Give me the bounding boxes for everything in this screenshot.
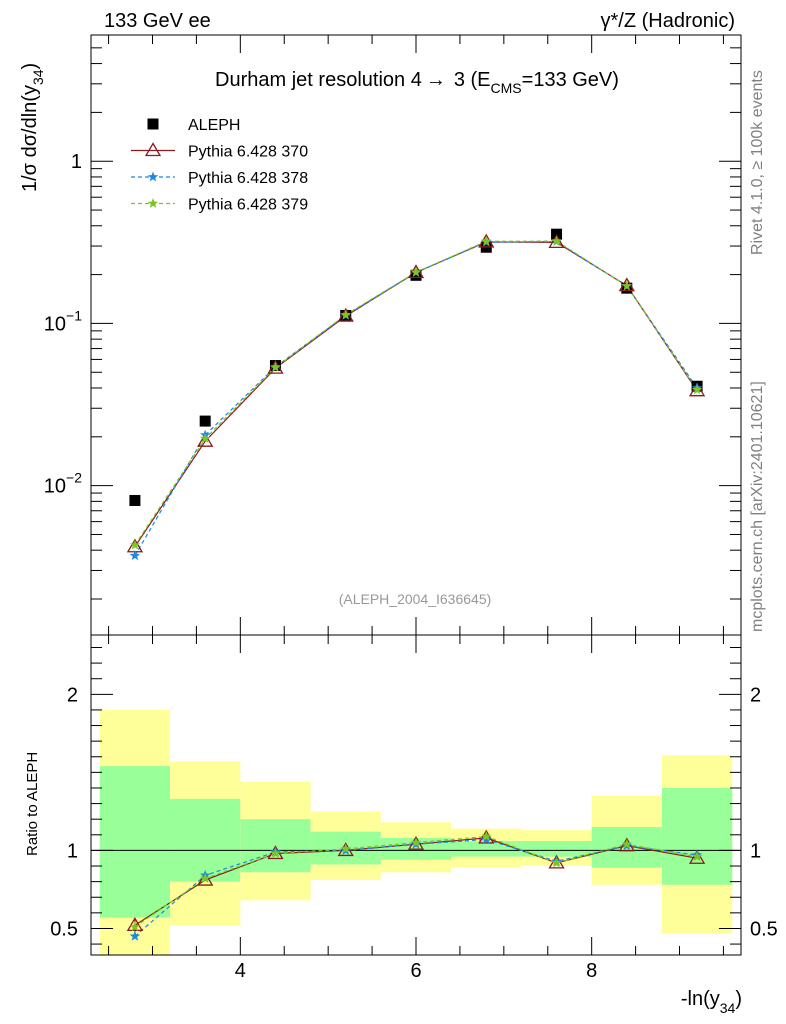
legend-label: Pythia 6.428 370 bbox=[188, 144, 308, 161]
header-left: 133 GeV ee bbox=[104, 10, 211, 32]
main-point-aleph bbox=[199, 415, 211, 427]
legend-label: ALEPH bbox=[188, 117, 240, 134]
legend-label: Pythia 6.428 379 bbox=[188, 197, 308, 214]
green-band-0 bbox=[99, 766, 171, 918]
main-point-pythia-6-428-378 bbox=[129, 550, 141, 561]
main-title: Durham jet resolution 4 → 3 (ECMS=133 GeV) bbox=[215, 69, 619, 96]
main-point-pythia-6-428-379 bbox=[481, 235, 492, 246]
green-band-5 bbox=[451, 841, 522, 857]
main-point-aleph bbox=[129, 494, 141, 506]
ratio-point-pythia-6-428-370 bbox=[197, 871, 214, 886]
watermark: (ALEPH_2004_I636645) bbox=[339, 591, 492, 607]
y-tick-label: 10−1 bbox=[44, 307, 82, 335]
ratio-y-tick-label-right: 0.5 bbox=[750, 918, 778, 940]
y-tick-label: 1 bbox=[71, 151, 82, 173]
green-band-8 bbox=[661, 787, 733, 885]
ratio-xlabel: -ln(y34) bbox=[681, 988, 742, 1016]
legend: ALEPH Pythia 6.428 370 Pythia 6.428 378 Pyt… bbox=[131, 117, 308, 214]
ratio-point-pythia-6-428-379 bbox=[621, 838, 632, 849]
main-point-pythia-6-428-379 bbox=[621, 280, 632, 291]
main-line-pythia-6-428-378 bbox=[134, 240, 698, 557]
ratio-point-pythia-6-428-370 bbox=[478, 829, 495, 844]
legend-marker bbox=[147, 198, 159, 208]
x-tick-label: 4 bbox=[235, 960, 246, 982]
main-series-lines bbox=[134, 240, 698, 557]
ratio-point-pythia-6-428-378 bbox=[481, 834, 492, 844]
labels: 133 GeV ee γ*/Z (Hadronic) Durham jet re… bbox=[19, 10, 766, 1016]
axes: 4 6 8 10−2 10−1 1 0.5 0.5 1 1 2 2 bbox=[44, 34, 778, 982]
x-tick-label: 8 bbox=[586, 960, 597, 982]
main-line-pythia-6-428-370 bbox=[134, 241, 698, 548]
main-point-pythia-6-428-379 bbox=[129, 539, 141, 550]
ratio-point-pythia-6-428-379 bbox=[200, 873, 211, 883]
ratio-y-tick-label-right: 1 bbox=[750, 840, 761, 862]
ratio-y-tick-label: 1 bbox=[67, 840, 78, 862]
x-tick-label: 6 bbox=[410, 960, 421, 982]
legend-marker bbox=[144, 142, 162, 157]
main-line-pythia-6-428-379 bbox=[134, 240, 698, 546]
ratio-point-pythia-6-428-379 bbox=[410, 837, 422, 848]
ratio-line-pythia-6-428-378 bbox=[134, 838, 698, 937]
legend-marker bbox=[147, 171, 159, 182]
mcplots-label: mcplots.cern.ch [arXiv:2401.10621] bbox=[749, 381, 766, 632]
ratio-y-tick-label: 0.5 bbox=[50, 918, 78, 940]
main-point-aleph bbox=[410, 269, 422, 281]
main-ylabel: 1/σ dσ/dln(y34) bbox=[19, 63, 46, 192]
main-point-pythia-6-428-370 bbox=[688, 382, 706, 397]
y-tick-label: 10−2 bbox=[44, 470, 82, 498]
ratio-ylabel: Ratio to ALEPH bbox=[24, 752, 41, 856]
legend-label: Pythia 6.428 378 bbox=[188, 170, 308, 187]
ratio-point-pythia-6-428-379 bbox=[551, 857, 562, 868]
main-point-pythia-6-428-379 bbox=[270, 362, 281, 372]
main-point-pythia-6-428-379 bbox=[410, 266, 422, 277]
ratio-point-pythia-6-428-379 bbox=[340, 843, 351, 854]
ratio-point-pythia-6-428-370 bbox=[688, 849, 706, 864]
legend-marker bbox=[147, 118, 159, 130]
green-band-6 bbox=[521, 841, 592, 857]
ratio-uncertainty-bands bbox=[99, 709, 733, 955]
ratio-point-pythia-6-428-378 bbox=[129, 930, 141, 941]
main-point-pythia-6-428-370 bbox=[548, 234, 565, 249]
main-point-pythia-6-428-379 bbox=[551, 235, 562, 246]
main-point-pythia-6-428-379 bbox=[340, 309, 351, 320]
ratio-point-pythia-6-428-379 bbox=[270, 848, 281, 858]
ratio-point-pythia-6-428-379 bbox=[691, 851, 703, 862]
ratio-y-tick-label-right: 2 bbox=[750, 684, 761, 706]
main-point-pythia-6-428-379 bbox=[691, 384, 703, 395]
ratio-point-pythia-6-428-370 bbox=[126, 917, 144, 931]
ratio-series-markers bbox=[126, 829, 706, 941]
main-series-markers bbox=[126, 228, 706, 561]
ratio-point-pythia-6-428-379 bbox=[481, 830, 492, 841]
main-point-pythia-6-428-370 bbox=[197, 432, 214, 447]
rivet-label: Rivet 4.1.0, ≥ 100k events bbox=[749, 70, 766, 255]
green-band-1 bbox=[170, 798, 241, 882]
ratio-y-tick-label: 2 bbox=[67, 684, 78, 706]
header-right: γ*/Z (Hadronic) bbox=[601, 10, 735, 32]
ratio-point-pythia-6-428-379 bbox=[129, 921, 141, 932]
main-point-pythia-6-428-379 bbox=[200, 433, 211, 443]
